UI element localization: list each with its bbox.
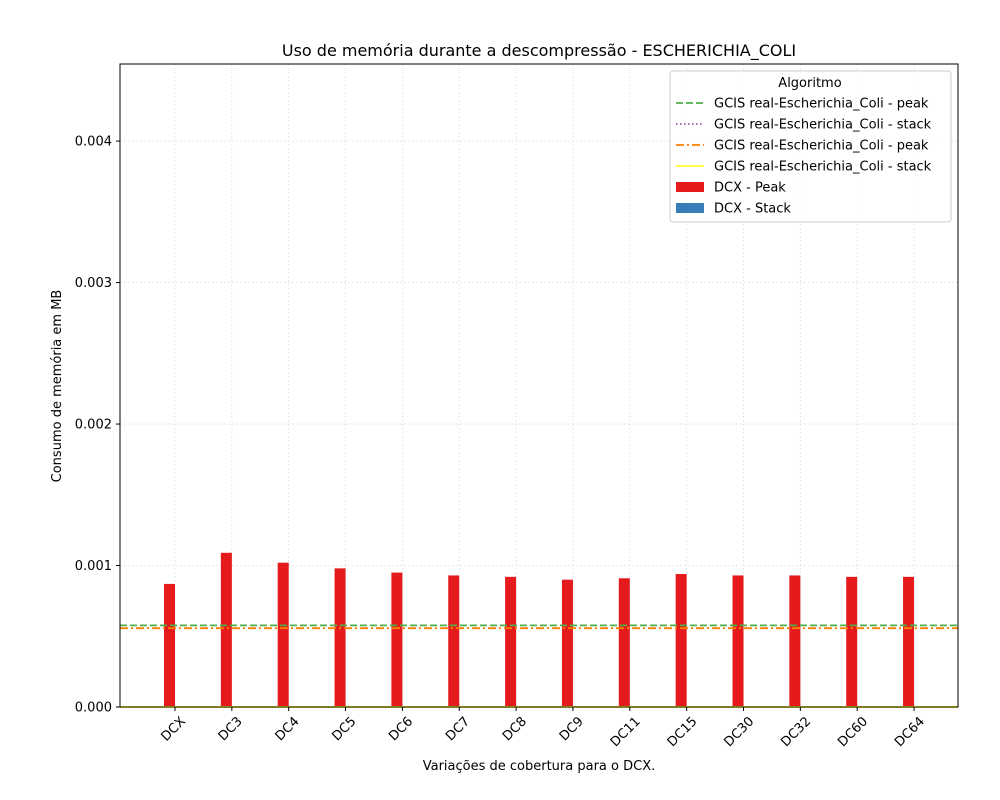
legend: Algoritmo GCIS real-Escherichia_Coli - p…: [669, 70, 952, 223]
bar-peak: [618, 578, 630, 707]
y-tick-label: 0.002: [75, 418, 112, 433]
bar-peak: [448, 575, 460, 707]
y-tick-label: 0.004: [75, 135, 112, 150]
bar-peak: [675, 574, 687, 707]
bar-peak: [334, 568, 346, 707]
bar-peak: [277, 562, 289, 707]
legend-entry-label: DCX - Peak: [714, 181, 786, 196]
bar-peak: [732, 575, 744, 707]
bar-peak: [789, 575, 801, 707]
legend-box: [669, 70, 952, 223]
bar-peak: [505, 576, 517, 707]
chart-title: Uso de memória durante a descompressão -…: [282, 41, 796, 61]
legend-bar-swatch: [676, 182, 704, 192]
legend-entry-label: DCX - Stack: [714, 202, 791, 217]
y-tick-label: 0.003: [75, 276, 112, 291]
grid: [120, 64, 958, 708]
legend-entry-label: GCIS real-Escherichia_Coli - stack: [714, 118, 932, 133]
bar-peak: [164, 583, 175, 707]
legend-entry-label: GCIS real-Escherichia_Coli - peak: [714, 97, 929, 112]
y-tick-label: 0.001: [75, 559, 112, 574]
legend-title: Algoritmo: [778, 76, 841, 91]
legend-entry-label: GCIS real-Escherichia_Coli - peak: [714, 139, 929, 154]
y-axis-label: Consumo de memória em MB: [50, 290, 65, 483]
plot-frame: [119, 63, 959, 708]
bar-peak: [903, 576, 915, 707]
bar-peak: [391, 572, 403, 707]
y-axis: 0.000 0.001 0.002 0.003 0.004: [75, 135, 120, 716]
bar-peak: [561, 579, 573, 707]
x-axis-label: Variações de cobertura para o DCX.: [423, 759, 656, 774]
bar-peak: [220, 552, 232, 707]
bar-peak: [846, 576, 858, 707]
legend-entry-label: GCIS real-Escherichia_Coli - stack: [714, 160, 932, 175]
y-tick-label: 0.000: [75, 701, 112, 716]
bars: [164, 552, 915, 707]
legend-bar-swatch: [676, 203, 704, 213]
